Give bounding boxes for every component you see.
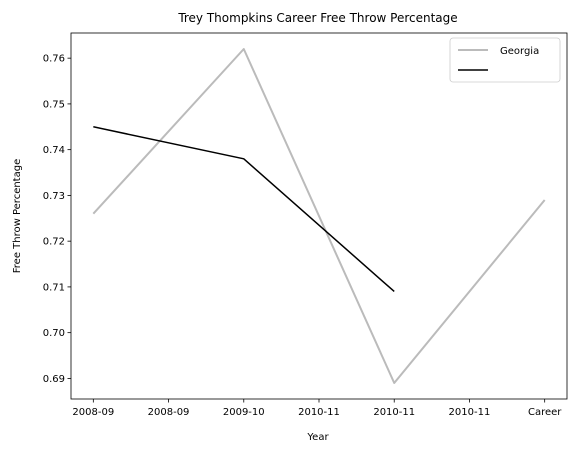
y-tick-label: 0.69: [43, 374, 65, 385]
x-tick-label: 2010-11: [298, 407, 340, 418]
x-axis-ticks: 2008-09 2008-09 2009-10 2010-11 2010-11 2010-…: [72, 399, 562, 418]
x-tick-label: 2008-09: [72, 407, 114, 418]
y-tick-label: 0.71: [43, 282, 65, 293]
y-axis-label: Free Throw Percentage: [12, 159, 23, 273]
x-tick-label: 2009-10: [223, 407, 265, 418]
y-tick-label: 0.70: [43, 328, 65, 339]
x-tick-label: 2010-11: [449, 407, 491, 418]
x-axis-label: Year: [306, 432, 329, 443]
chart-title: Trey Thompkins Career Free Throw Percent…: [177, 11, 457, 25]
y-tick-label: 0.75: [43, 99, 65, 110]
y-tick-label: 0.76: [43, 54, 65, 65]
legend-box: [449, 37, 561, 83]
legend: Georgia: [449, 37, 561, 83]
x-tick-label: 2008-09: [148, 407, 190, 418]
series-line-georgia: [92, 48, 546, 384]
series-line-unnamed: [93, 126, 395, 293]
x-tick-label: Career: [528, 407, 562, 418]
x-tick-label: 2010-11: [373, 407, 415, 418]
plot-area: [92, 48, 546, 384]
axes-frame: [70, 32, 568, 400]
y-tick-label: 0.74: [43, 145, 65, 156]
y-axis-ticks: 0.69 0.70 0.71 0.72 0.73 0.74 0.75 0.76: [43, 54, 71, 385]
y-tick-label: 0.73: [43, 191, 65, 202]
legend-label: Georgia: [500, 46, 539, 57]
y-tick-label: 0.72: [43, 237, 65, 248]
